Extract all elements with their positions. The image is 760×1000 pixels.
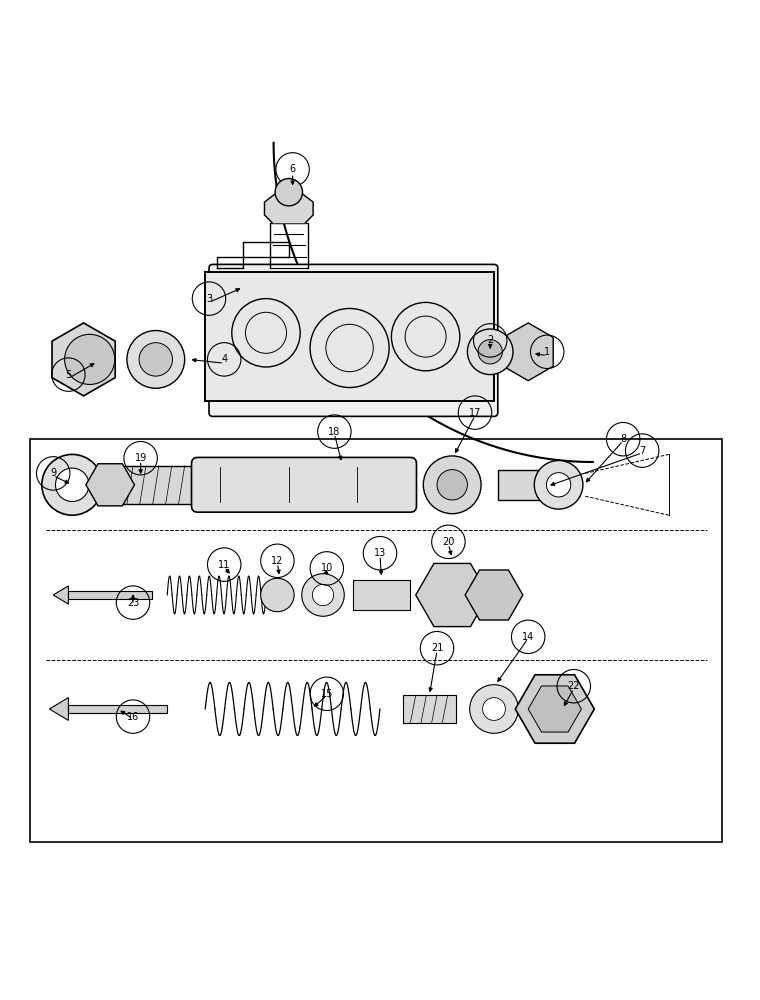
Circle shape xyxy=(312,584,334,606)
FancyBboxPatch shape xyxy=(192,457,416,512)
Text: 7: 7 xyxy=(639,446,645,456)
Text: 14: 14 xyxy=(522,632,534,642)
Circle shape xyxy=(534,460,583,509)
Circle shape xyxy=(65,334,115,384)
Text: 4: 4 xyxy=(221,354,227,364)
FancyBboxPatch shape xyxy=(209,264,498,416)
Text: 16: 16 xyxy=(127,712,139,722)
Bar xyxy=(30,439,722,842)
Circle shape xyxy=(302,574,344,616)
Circle shape xyxy=(470,685,518,733)
Text: 9: 9 xyxy=(50,468,56,478)
Text: 3: 3 xyxy=(206,294,212,304)
Circle shape xyxy=(546,473,571,497)
Bar xyxy=(403,695,456,723)
Bar xyxy=(353,580,410,610)
Bar xyxy=(68,591,152,599)
Text: 18: 18 xyxy=(328,427,340,437)
Circle shape xyxy=(437,470,467,500)
Text: 19: 19 xyxy=(135,453,147,463)
Text: 23: 23 xyxy=(127,598,139,608)
Text: 20: 20 xyxy=(442,537,454,547)
Circle shape xyxy=(423,456,481,514)
Circle shape xyxy=(275,179,302,206)
Polygon shape xyxy=(49,698,68,720)
Text: 11: 11 xyxy=(218,560,230,570)
Circle shape xyxy=(42,454,103,515)
Text: 2: 2 xyxy=(487,335,493,345)
Text: 6: 6 xyxy=(290,164,296,174)
Circle shape xyxy=(478,340,502,364)
Bar xyxy=(106,466,198,504)
Bar xyxy=(205,272,494,401)
Text: 17: 17 xyxy=(469,408,481,418)
Circle shape xyxy=(139,343,173,376)
Bar xyxy=(68,705,167,713)
Circle shape xyxy=(261,578,294,612)
Text: 22: 22 xyxy=(568,681,580,691)
Text: 13: 13 xyxy=(374,548,386,558)
Text: 15: 15 xyxy=(321,689,333,699)
Bar xyxy=(498,470,543,500)
Text: 1: 1 xyxy=(544,347,550,357)
Text: 10: 10 xyxy=(321,563,333,573)
Text: 12: 12 xyxy=(271,556,283,566)
Polygon shape xyxy=(264,185,313,223)
Text: 21: 21 xyxy=(431,643,443,653)
Text: 8: 8 xyxy=(620,434,626,444)
Text: 5: 5 xyxy=(65,370,71,380)
Circle shape xyxy=(483,698,505,720)
Circle shape xyxy=(467,329,513,375)
Circle shape xyxy=(127,331,185,388)
Circle shape xyxy=(55,468,89,502)
Polygon shape xyxy=(53,586,68,604)
